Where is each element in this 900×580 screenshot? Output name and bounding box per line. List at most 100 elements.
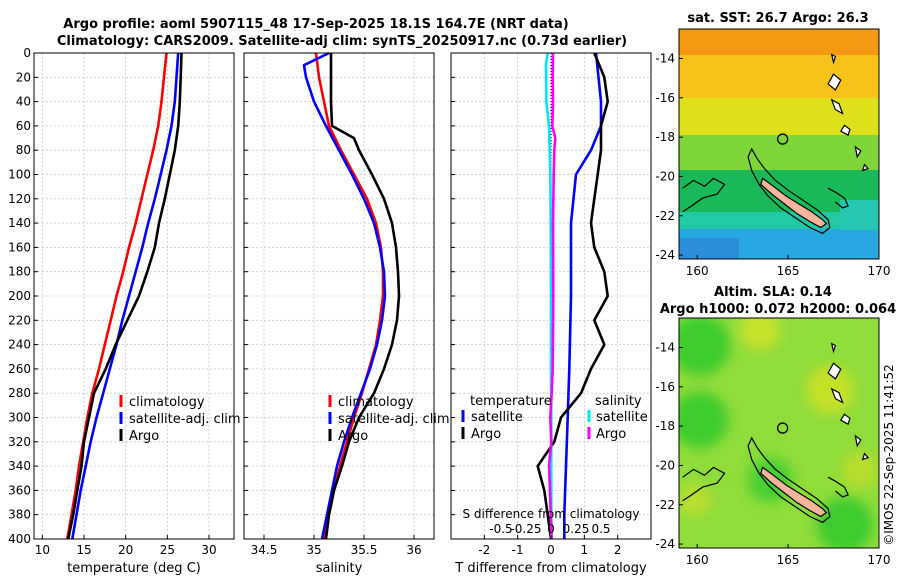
legend-entry: Argo xyxy=(596,427,626,442)
figure-title-line1: Argo profile: aoml 5907115_48 17-Sep-202… xyxy=(63,17,568,32)
y-tick-label: 20 xyxy=(16,70,31,84)
sst-map-title: sat. SST: 26.7 Argo: 26.3 xyxy=(687,11,868,26)
x-axis-label: salinity xyxy=(316,561,363,576)
map-y-tick-label: -14 xyxy=(655,51,675,65)
reef-outline xyxy=(747,436,831,524)
x-tick-label: 0 xyxy=(547,543,555,557)
map-x-tick-label: 165 xyxy=(777,264,800,278)
legend-entry: satellite xyxy=(471,410,523,425)
legend-entry: satellite-adj. clim xyxy=(338,412,450,427)
y-tick-label: 340 xyxy=(8,459,31,473)
argo-position-marker xyxy=(776,422,789,434)
map-y-tick-label: -20 xyxy=(655,169,675,183)
new-caledonia-island xyxy=(760,177,828,229)
reef-outline xyxy=(747,147,831,235)
sst-orange-band xyxy=(679,55,879,103)
map-y-tick-label: -22 xyxy=(655,498,675,512)
map-frame xyxy=(678,28,880,260)
coastline-group xyxy=(682,53,870,235)
vanuatu-island xyxy=(830,387,844,404)
y-tick-label: 40 xyxy=(16,95,31,109)
map-y-tick-label: -16 xyxy=(655,380,675,394)
y-tick-label: 320 xyxy=(8,435,31,449)
figure-title-line2: Climatology: CARS2009. Satellite-adj cli… xyxy=(57,34,627,49)
map-y-tick-label: -20 xyxy=(655,458,675,472)
sla-yellow-blob xyxy=(740,318,780,350)
vanuatu-island xyxy=(827,362,842,380)
y-tick-label: 280 xyxy=(8,386,31,400)
reef-outline-west xyxy=(682,177,726,213)
salinity-panel: 34.5 35 35.5 36 salinity climatology satellite… xyxy=(243,51,450,576)
map-y-tick-label: -24 xyxy=(655,248,675,262)
series-line-s-argo xyxy=(547,52,557,540)
sla-green-blob xyxy=(817,497,873,548)
series-line-argo xyxy=(324,53,401,540)
sla-yellow-blob xyxy=(842,452,878,488)
y-tick-label: 360 xyxy=(8,483,31,497)
vanuatu-island xyxy=(854,434,862,448)
map-x-tick-label: 170 xyxy=(868,264,891,278)
sla-map: -14 -16 -18 -20 -22 -24 160 165 170 xyxy=(655,317,891,567)
y-tick-label: 180 xyxy=(8,265,31,279)
x-tick-label: 15 xyxy=(76,543,91,557)
sla-map-title: Altim. SLA: 0.14 xyxy=(714,285,832,300)
sla-green-blob xyxy=(679,392,728,448)
vanuatu-island xyxy=(830,53,837,65)
argo-height-title: Argo h1000: 0.072 h2000: 0.064 xyxy=(660,302,896,317)
series-line-satellite-adj-clim xyxy=(302,51,387,540)
legend-title-salinity: salinity xyxy=(595,394,642,409)
x-tick-label: 2 xyxy=(614,543,622,557)
secondary-x-tick-label: 0 xyxy=(547,522,555,536)
series-line-climatology xyxy=(66,52,168,540)
secondary-x-tick-label: 0.25 xyxy=(563,522,590,536)
y-tick-label: 200 xyxy=(8,289,31,303)
y-tick-label: 240 xyxy=(8,338,31,352)
legend-entry: satellite-adj. clim xyxy=(129,412,241,427)
map-y-tick-label: -22 xyxy=(655,209,675,223)
map-y-tick-label: -16 xyxy=(655,91,675,105)
x-tick-label: 25 xyxy=(160,543,175,557)
x-tick-label: 10 xyxy=(35,543,50,557)
vanuatu-island xyxy=(839,124,851,137)
x-tick-label: -2 xyxy=(478,543,490,557)
map-y-tick-label: -24 xyxy=(655,537,675,551)
legend-entry: Argo xyxy=(471,427,501,442)
x-tick-label: 36 xyxy=(406,543,421,557)
map-frame xyxy=(678,317,880,549)
sla-yellow-blob xyxy=(679,484,711,516)
vanuatu-island xyxy=(830,98,844,115)
legend-entry: Argo xyxy=(338,429,368,444)
series-line-climatology xyxy=(314,52,385,540)
vanuatu-island xyxy=(854,145,862,159)
secondary-x-tick-label: -0.5 xyxy=(489,522,512,536)
secondary-x-axis-label: S difference from climatology xyxy=(463,507,640,521)
argo-position-marker xyxy=(776,133,789,145)
legend-title-temperature: temperature xyxy=(470,394,552,409)
loyalty-islands-outline xyxy=(827,476,849,498)
map-y-tick-label: -18 xyxy=(655,419,675,433)
y-tick-label: 300 xyxy=(8,411,31,425)
map-x-tick-label: 170 xyxy=(868,553,891,567)
vanuatu-island xyxy=(861,163,870,172)
y-tick-label: 140 xyxy=(8,216,31,230)
y-tick-label: 100 xyxy=(8,168,31,182)
vanuatu-island xyxy=(827,73,842,91)
x-tick-label: 35.5 xyxy=(351,543,378,557)
vanuatu-island xyxy=(830,342,837,354)
y-tick-label: 400 xyxy=(8,532,31,546)
series-line-argo xyxy=(66,52,183,540)
series-line-t-argo xyxy=(536,52,610,540)
vanuatu-island xyxy=(839,413,851,426)
y-tick-label: 220 xyxy=(8,313,31,327)
vanuatu-island xyxy=(861,452,870,461)
legend-entry: climatology xyxy=(338,395,414,410)
x-tick-label: 30 xyxy=(201,543,216,557)
y-tick-label: 60 xyxy=(16,119,31,133)
y-tick-label: 0 xyxy=(23,46,31,60)
temperature-panel: 0 20 40 60 80 100 120 140 160 180 200 220 240 260 280 3… xyxy=(8,46,241,576)
x-tick-label: 34.5 xyxy=(251,543,278,557)
difference-panel: -2 -1 0 1 2 T difference from climatology S di… xyxy=(450,52,652,576)
legend-entry: Argo xyxy=(129,429,159,444)
credit-label: ©IMOS 22-Sep-2025 11:41:52 xyxy=(882,364,896,546)
